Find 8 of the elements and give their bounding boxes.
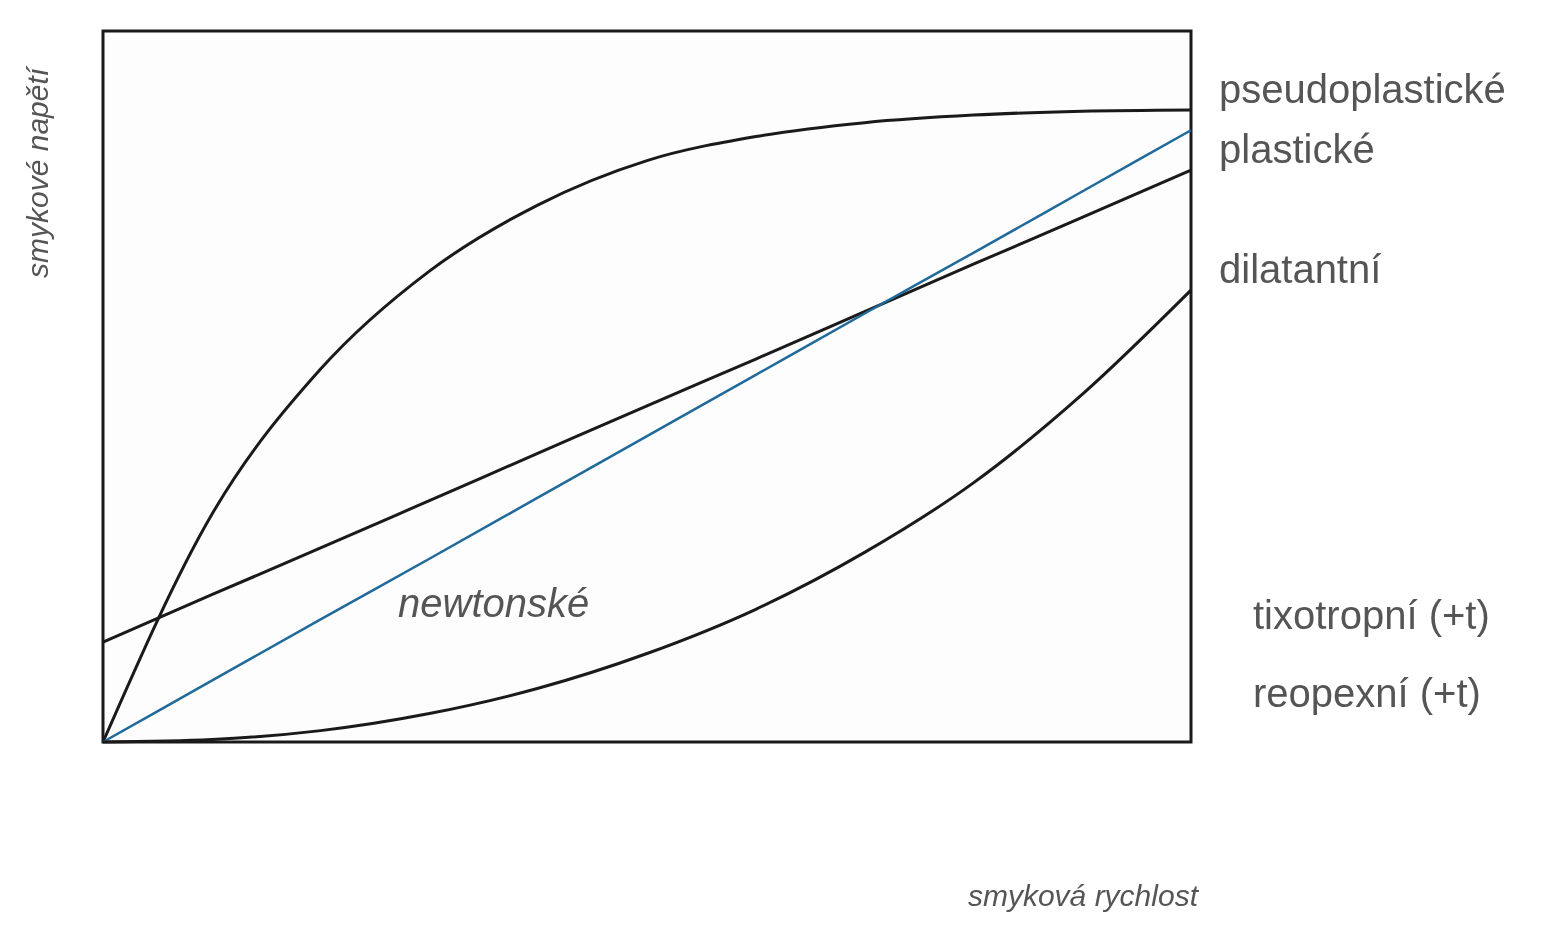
y-axis-title: smykové napětí	[21, 65, 54, 278]
x-axis-title: smyková rychlost	[967, 879, 1200, 912]
annotation: newtonské	[398, 580, 590, 625]
text: tixotropní (+t)	[1253, 592, 1490, 637]
series-label: pseudoplastické	[1219, 66, 1506, 111]
series-label: plastické	[1219, 126, 1375, 171]
text: reopexní (+t)	[1253, 670, 1481, 715]
series-label: dilatantní	[1219, 246, 1382, 291]
